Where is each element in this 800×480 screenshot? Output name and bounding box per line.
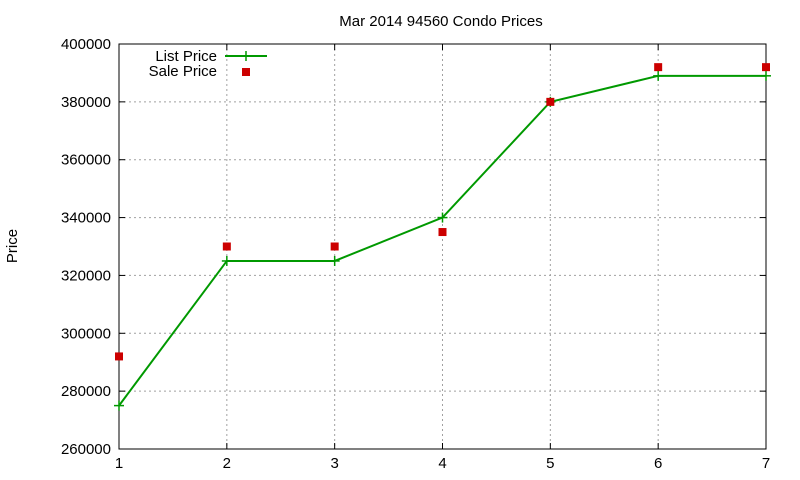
point-list-price	[221, 255, 232, 266]
point-sale-price	[438, 228, 447, 237]
x-tick-label: 4	[438, 455, 446, 472]
legend: List Price Sale Price	[149, 48, 267, 80]
chart-title: Mar 2014 94560 Condo Prices	[339, 13, 542, 30]
series-layer	[114, 63, 771, 411]
point-list-price	[437, 212, 448, 223]
y-tick-label: 260000	[61, 441, 111, 458]
x-tick-label: 2	[223, 455, 231, 472]
x-tick-label: 6	[654, 455, 662, 472]
y-tick-label: 300000	[61, 325, 111, 342]
x-tick-label: 3	[330, 455, 338, 472]
point-list-price	[761, 70, 771, 81]
y-tick-label: 280000	[61, 383, 111, 400]
y-tick-label: 400000	[61, 36, 111, 53]
x-tick-label: 1	[115, 455, 123, 472]
point-sale-price	[115, 352, 123, 361]
point-sale-price	[330, 242, 339, 251]
y-tick-label: 380000	[61, 94, 111, 111]
x-tick-label: 5	[546, 455, 554, 472]
legend-label-sale-price: Sale Price	[149, 63, 217, 80]
tick-layer: 1 2 3 4 5 6 7 260000 280000 300000 320000 340000 360…	[61, 36, 770, 472]
legend-label-list-price: List Price	[155, 48, 217, 65]
point-list-price	[114, 400, 124, 411]
x-tick-label: 7	[762, 455, 770, 472]
point-list-price	[653, 70, 664, 81]
point-sale-price	[654, 63, 663, 72]
point-sale-price	[762, 63, 770, 72]
legend-marker-sale-price	[242, 68, 250, 76]
point-sale-price	[546, 97, 555, 106]
y-tick-label: 360000	[61, 152, 111, 169]
grid-layer	[119, 44, 766, 449]
point-list-price	[329, 255, 340, 266]
legend-marker-list-price	[241, 51, 251, 61]
y-tick-label: 320000	[61, 267, 111, 284]
point-sale-price	[222, 242, 231, 251]
y-axis-label: Price	[4, 229, 21, 263]
y-tick-label: 340000	[61, 210, 111, 227]
